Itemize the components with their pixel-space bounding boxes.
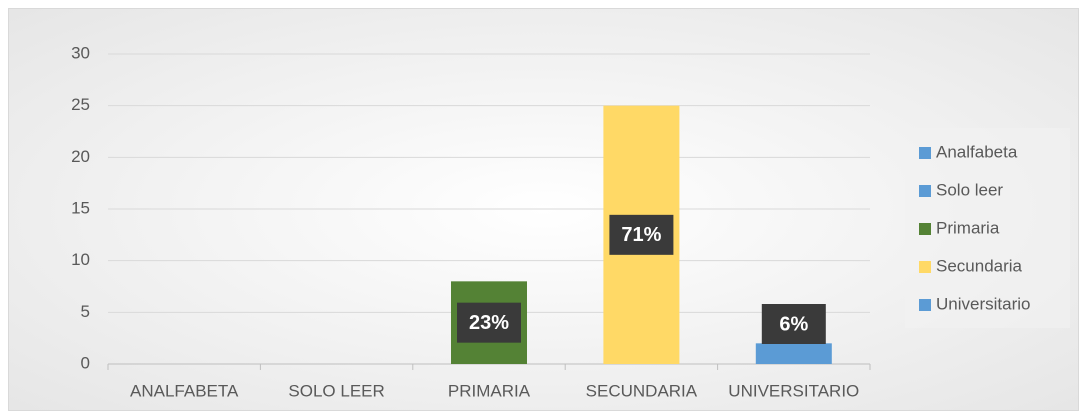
legend-swatch: [919, 223, 931, 235]
y-tick-label: 10: [71, 250, 90, 269]
legend-swatch: [919, 261, 931, 273]
bar: [755, 343, 832, 364]
y-tick-label: 5: [81, 302, 90, 321]
legend-box: [905, 128, 1070, 328]
value-label-box: [609, 214, 674, 255]
x-tick-label: SECUNDARIA: [586, 381, 698, 400]
value-label: 23%: [469, 312, 509, 334]
legend-swatch: [919, 147, 931, 159]
legend-swatch: [919, 299, 931, 311]
x-tick-label: SOLO LEER: [288, 381, 384, 400]
x-tick-label: UNIVERSITARIO: [728, 381, 859, 400]
legend-label: Universitario: [936, 294, 1030, 313]
x-tick-label: ANALFABETA: [130, 381, 239, 400]
value-label: 71%: [621, 224, 661, 246]
x-tick-label: PRIMARIA: [448, 381, 531, 400]
legend-swatch: [919, 185, 931, 197]
value-label: 6%: [779, 313, 808, 335]
value-label-box: [761, 304, 826, 344]
legend-label: Solo leer: [936, 180, 1003, 199]
legend-label: Secundaria: [936, 256, 1023, 275]
legend-label: Analfabeta: [936, 142, 1018, 161]
value-label-box: [457, 302, 521, 343]
legend-label: Primaria: [936, 218, 1000, 237]
y-tick-label: 15: [71, 198, 90, 217]
y-tick-label: 20: [71, 147, 90, 166]
y-tick-label: 30: [71, 43, 90, 62]
y-tick-label: 0: [81, 353, 90, 372]
y-tick-label: 25: [71, 95, 90, 114]
